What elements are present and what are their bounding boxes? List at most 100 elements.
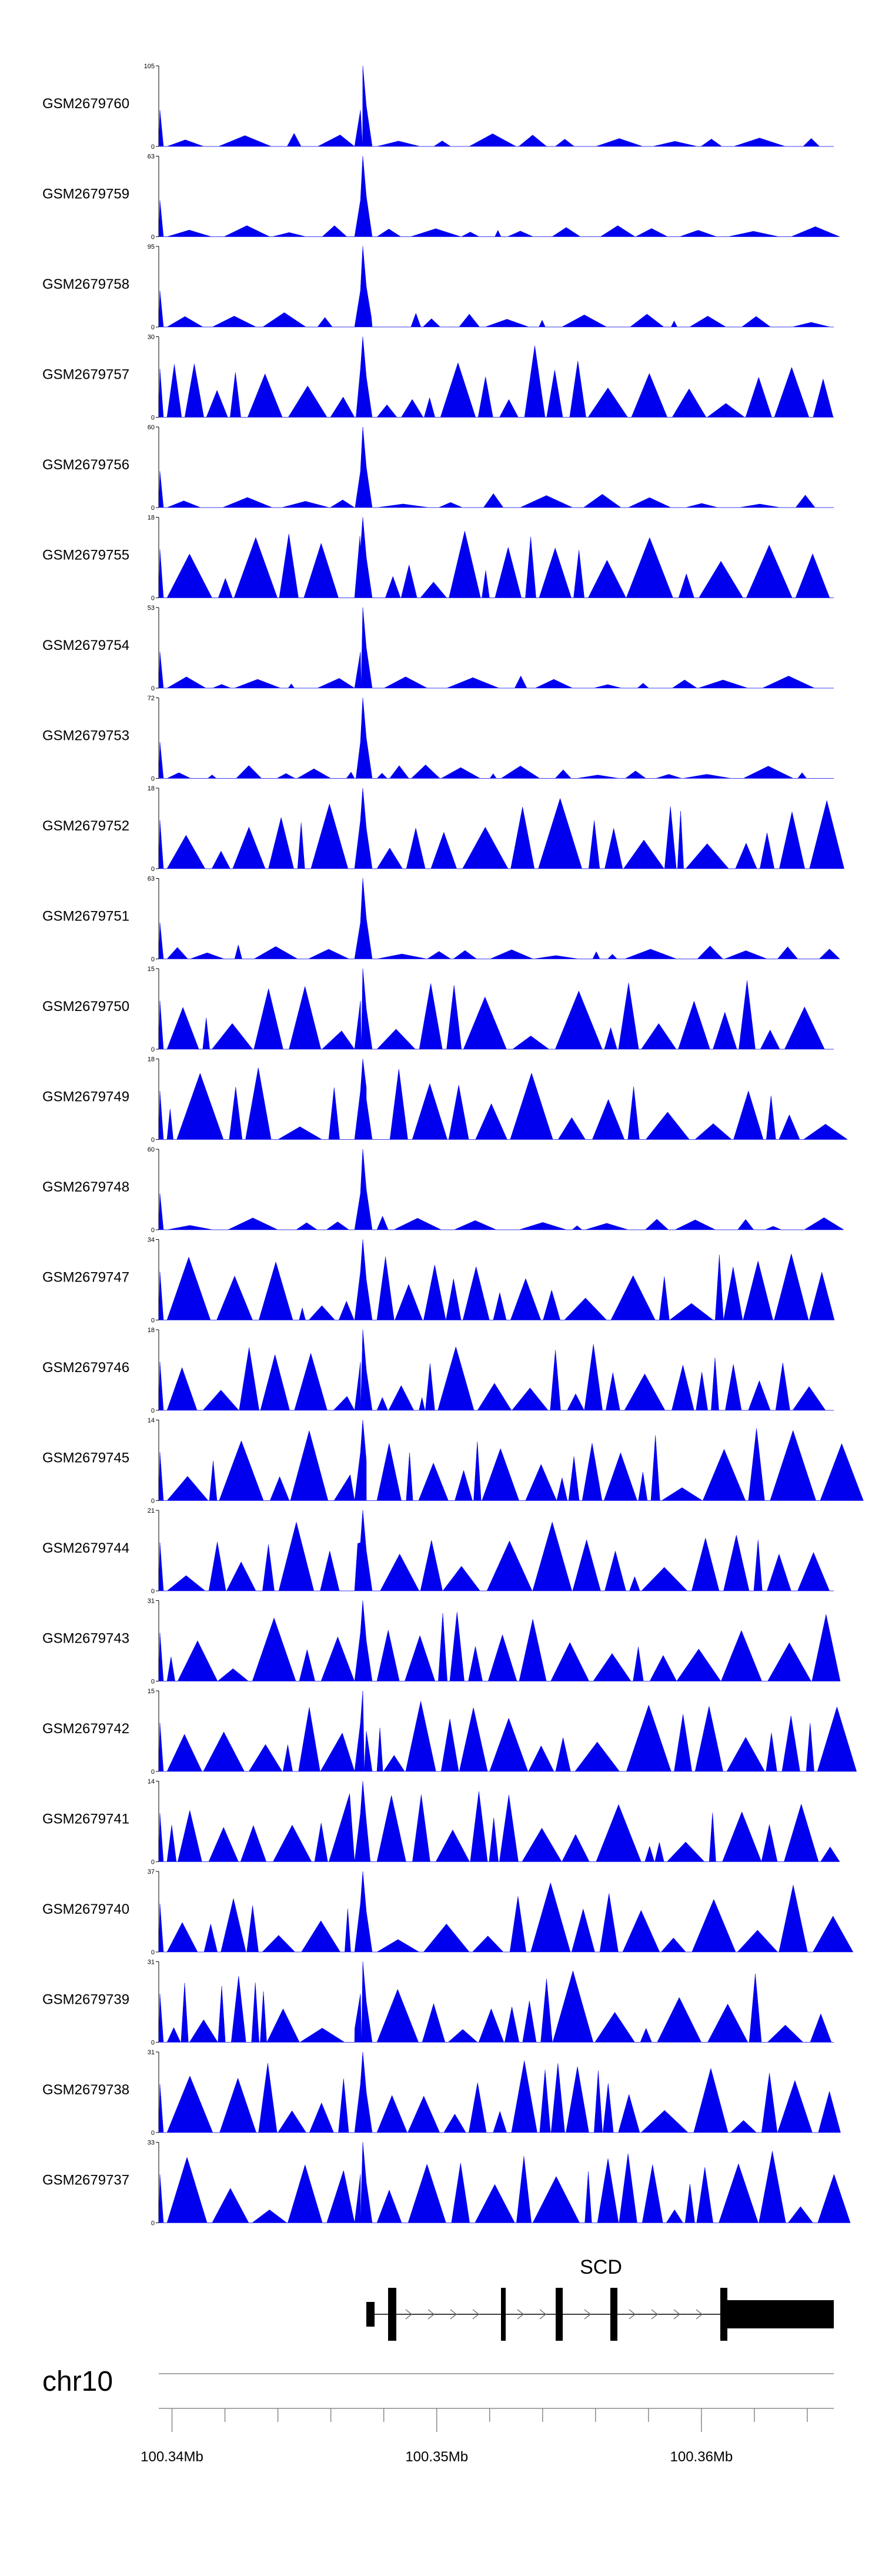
track-ymax-label: 18: [148, 1056, 155, 1063]
track-yzero-label: 0: [151, 2130, 155, 2137]
track-GSM2679740: GSM2679740 37 0: [42, 1868, 854, 1956]
track-yzero-label: 0: [151, 1679, 155, 1686]
track-ymax-label: 18: [148, 785, 155, 792]
track-ymax-label: 14: [148, 1778, 155, 1786]
strand-arrow: [405, 2309, 413, 2320]
coverage-area: [158, 336, 834, 418]
track-yzero-label: 0: [151, 1498, 155, 1505]
coverage-area: [158, 517, 834, 598]
track-label: GSM2679754: [42, 638, 129, 653]
exon: [366, 2302, 375, 2327]
track-GSM2679752: GSM2679752 18 0: [42, 785, 844, 873]
track-GSM2679747: GSM2679747 34 0: [42, 1237, 835, 1324]
track-label: GSM2679749: [42, 1089, 129, 1105]
track-yzero-label: 0: [151, 956, 155, 963]
track-label: GSM2679760: [42, 96, 129, 112]
track-ymax-label: 15: [148, 966, 155, 973]
strand-arrow: [651, 2309, 659, 2320]
strand-arrow: [427, 2309, 435, 2320]
track-GSM2679743: GSM2679743 31 0: [42, 1598, 841, 1686]
track-ymax-label: 60: [148, 1146, 155, 1153]
track-label: GSM2679758: [42, 276, 129, 292]
track-GSM2679746: GSM2679746 18 0: [42, 1327, 834, 1414]
exon: [610, 2288, 617, 2341]
track-yzero-label: 0: [151, 2220, 155, 2227]
track-GSM2679742: GSM2679742 15 0: [42, 1688, 857, 1776]
track-label: GSM2679756: [42, 457, 129, 473]
track-yzero-label: 0: [151, 1769, 155, 1776]
track-yzero-label: 0: [151, 1859, 155, 1866]
track-ymax-label: 105: [144, 63, 155, 70]
coverage-area: [158, 1690, 857, 1772]
track-ymax-label: 31: [148, 2049, 155, 2056]
coverage-area: [158, 607, 834, 689]
track-GSM2679755: GSM2679755 18 0: [42, 515, 834, 602]
track-GSM2679751: GSM2679751 63 0: [42, 876, 840, 963]
track-ymax-label: 53: [148, 605, 155, 612]
track-label: GSM2679753: [42, 728, 129, 744]
track-yzero-label: 0: [151, 685, 155, 692]
strand-arrow: [539, 2309, 547, 2320]
exon: [720, 2288, 727, 2341]
tracks-layer: GSM2679760 105 0 GSM2679759 63 0 GSM2679758 95 0…: [42, 63, 864, 2227]
track-ymax-label: 33: [148, 2140, 155, 2147]
track-label: GSM2679751: [42, 909, 129, 925]
track-ymax-label: 18: [148, 515, 155, 522]
track-GSM2679750: GSM2679750 15 0: [42, 966, 834, 1053]
coverage-area: [158, 1871, 854, 1953]
exon: [556, 2288, 563, 2341]
track-GSM2679748: GSM2679748 60 0: [42, 1146, 844, 1234]
coverage-area: [158, 2142, 851, 2223]
coverage-area: [158, 698, 834, 779]
track-yzero-label: 0: [151, 415, 155, 422]
track-yzero-label: 0: [151, 866, 155, 873]
axis-tick-label: 100.36Mb: [670, 2449, 733, 2465]
track-ymax-label: 63: [148, 876, 155, 883]
coverage-area: [158, 1239, 835, 1320]
axis-tick-label: 100.34Mb: [141, 2449, 203, 2465]
track-label: GSM2679741: [42, 1811, 129, 1827]
coverage-area: [158, 426, 834, 508]
strand-arrow: [450, 2309, 457, 2320]
track-ymax-label: 14: [148, 1417, 155, 1424]
track-GSM2679745: GSM2679745 14 0: [42, 1417, 864, 1505]
coverage-area: [158, 156, 840, 237]
axis-tick-label: 100.35Mb: [405, 2449, 468, 2465]
coverage-area: [158, 2051, 841, 2133]
coverage-area: [158, 1961, 834, 2043]
track-label: GSM2679745: [42, 1450, 129, 1466]
strand-arrow: [472, 2309, 480, 2320]
track-yzero-label: 0: [151, 1046, 155, 1053]
coverage-area: [158, 246, 834, 328]
track-yzero-label: 0: [151, 1137, 155, 1144]
track-ymax-label: 34: [148, 1237, 155, 1244]
track-label: GSM2679750: [42, 999, 129, 1015]
chromosome-label: chr10: [42, 2366, 113, 2397]
gene-name-label: SCD: [580, 2256, 622, 2278]
exon: [727, 2300, 834, 2328]
strand-arrow: [584, 2309, 592, 2320]
track-yzero-label: 0: [151, 505, 155, 512]
track-ymax-label: 72: [148, 695, 155, 702]
coverage-area: [158, 65, 834, 147]
coverage-area: [158, 1149, 844, 1230]
track-yzero-label: 0: [151, 595, 155, 602]
track-yzero-label: 0: [151, 1949, 155, 1956]
track-GSM2679757: GSM2679757 30 0: [42, 334, 834, 422]
track-GSM2679739: GSM2679739 31 0: [42, 1959, 834, 2047]
coverage-area: [158, 788, 844, 869]
track-label: GSM2679739: [42, 1992, 129, 2008]
coverage-area: [158, 1600, 841, 1681]
track-label: GSM2679748: [42, 1179, 129, 1195]
track-ymax-label: 31: [148, 1959, 155, 1966]
track-ymax-label: 21: [148, 1507, 155, 1514]
coverage-area: [158, 968, 834, 1050]
track-yzero-label: 0: [151, 1407, 155, 1414]
track-label: GSM2679747: [42, 1270, 129, 1286]
track-GSM2679754: GSM2679754 53 0: [42, 605, 834, 692]
track-ymax-label: 37: [148, 1868, 155, 1876]
track-ymax-label: 15: [148, 1688, 155, 1695]
coverage-area: [158, 1420, 864, 1501]
exon: [501, 2288, 506, 2341]
genome-axis: chr10 100.34Mb 100.35Mb 100.36Mb: [42, 2366, 834, 2465]
